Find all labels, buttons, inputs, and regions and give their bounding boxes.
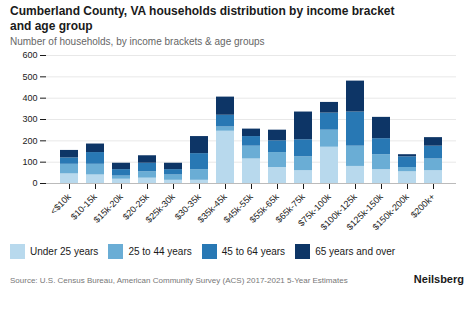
html-text:Number of households, by incom: Number of households, by income brackets… xyxy=(10,36,265,47)
html-text:65 years and over: 65 years and over xyxy=(315,246,396,257)
svg-text:$65k-75k: $65k-75k xyxy=(273,191,307,225)
svg-text:$200k+: $200k+ xyxy=(409,192,437,220)
svg-text:0: 0 xyxy=(32,178,37,188)
svg-text:$10-15k: $10-15k xyxy=(68,191,99,222)
svg-text:600: 600 xyxy=(22,50,37,60)
svg-text:$35k-45k: $35k-45k xyxy=(195,191,229,225)
svg-text:$45k-55k: $45k-55k xyxy=(221,191,255,225)
svg-text:$100k-125k: $100k-125k xyxy=(318,191,359,232)
svg-text:$15k-20k: $15k-20k xyxy=(92,191,126,225)
svg-text:$25k-30k: $25k-30k xyxy=(144,191,178,225)
html-text:25 to 44 years: 25 to 44 years xyxy=(128,246,192,257)
svg-text:100: 100 xyxy=(22,157,37,167)
html-text:45 to 64 years: 45 to 64 years xyxy=(221,246,286,257)
svg-text:$55k-65k: $55k-65k xyxy=(247,191,281,225)
html-text:Under 25 years: Under 25 years xyxy=(30,246,99,257)
svg-text:500: 500 xyxy=(22,72,37,82)
svg-text:$20-25k: $20-25k xyxy=(120,191,151,222)
html-text:Source: U.S. Census Bureau, Am: Source: U.S. Census Bureau, American Com… xyxy=(10,276,348,285)
svg-text:200: 200 xyxy=(22,136,37,146)
svg-text:<$10k: <$10k xyxy=(48,191,73,216)
svg-text:$75k-100k: $75k-100k xyxy=(296,191,333,229)
svg-text:$125k-150k: $125k-150k xyxy=(344,191,385,232)
svg-text:$150k-200k: $150k-200k xyxy=(371,191,412,232)
svg-text:300: 300 xyxy=(22,114,37,124)
html-text:Neilsberg: Neilsberg xyxy=(413,273,464,285)
html-text:Cumberland County, VA househol: Cumberland County, VA households distrib… xyxy=(10,4,395,33)
svg-text:$30-35k: $30-35k xyxy=(172,191,203,222)
svg-text:400: 400 xyxy=(22,93,37,103)
